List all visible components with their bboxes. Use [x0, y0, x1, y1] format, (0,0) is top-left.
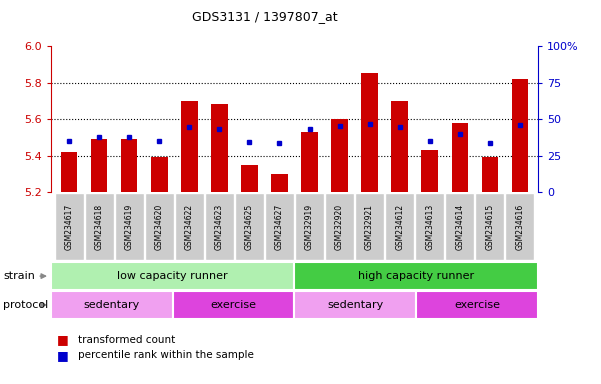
Text: GSM234618: GSM234618 — [95, 204, 103, 250]
Bar — [211, 104, 228, 192]
Text: GSM232919: GSM232919 — [305, 204, 314, 250]
FancyBboxPatch shape — [294, 291, 416, 319]
Bar — [361, 73, 378, 192]
FancyBboxPatch shape — [51, 262, 294, 290]
Text: GSM234614: GSM234614 — [456, 204, 464, 250]
Text: high capacity runner: high capacity runner — [358, 271, 474, 281]
Text: low capacity runner: low capacity runner — [117, 271, 228, 281]
Text: protocol: protocol — [3, 300, 48, 310]
Bar — [331, 119, 348, 192]
FancyBboxPatch shape — [475, 194, 504, 260]
FancyBboxPatch shape — [355, 194, 384, 260]
Text: GSM232920: GSM232920 — [335, 204, 344, 250]
FancyBboxPatch shape — [235, 194, 264, 260]
Text: ■: ■ — [57, 333, 69, 346]
FancyBboxPatch shape — [173, 291, 294, 319]
Bar — [271, 174, 288, 192]
Bar — [241, 165, 258, 192]
FancyBboxPatch shape — [415, 194, 444, 260]
Bar — [121, 139, 138, 192]
FancyBboxPatch shape — [51, 291, 173, 319]
FancyBboxPatch shape — [55, 194, 84, 260]
Text: strain: strain — [3, 271, 35, 281]
Bar — [511, 79, 528, 192]
Text: exercise: exercise — [454, 300, 500, 310]
Text: GSM234617: GSM234617 — [65, 204, 73, 250]
FancyBboxPatch shape — [295, 194, 324, 260]
Text: GSM234623: GSM234623 — [215, 204, 224, 250]
Bar — [301, 132, 318, 192]
Text: exercise: exercise — [210, 300, 257, 310]
FancyBboxPatch shape — [175, 194, 204, 260]
FancyBboxPatch shape — [115, 194, 144, 260]
Bar — [391, 101, 408, 192]
Text: GDS3131 / 1397807_at: GDS3131 / 1397807_at — [192, 10, 337, 23]
Bar — [151, 157, 168, 192]
Text: GSM234622: GSM234622 — [185, 204, 194, 250]
Text: GSM234619: GSM234619 — [125, 204, 133, 250]
FancyBboxPatch shape — [416, 291, 538, 319]
Text: transformed count: transformed count — [78, 335, 175, 345]
Text: sedentary: sedentary — [327, 300, 383, 310]
Text: GSM234620: GSM234620 — [155, 204, 163, 250]
FancyBboxPatch shape — [505, 194, 534, 260]
FancyBboxPatch shape — [385, 194, 414, 260]
Text: percentile rank within the sample: percentile rank within the sample — [78, 350, 254, 360]
FancyBboxPatch shape — [265, 194, 294, 260]
Text: GSM234625: GSM234625 — [245, 204, 254, 250]
FancyBboxPatch shape — [445, 194, 474, 260]
Bar — [61, 152, 78, 192]
Bar — [421, 150, 438, 192]
Bar — [481, 157, 498, 192]
Text: ■: ■ — [57, 349, 69, 362]
FancyBboxPatch shape — [85, 194, 114, 260]
Text: GSM234613: GSM234613 — [426, 204, 434, 250]
FancyBboxPatch shape — [294, 262, 538, 290]
Text: GSM234616: GSM234616 — [516, 204, 524, 250]
FancyBboxPatch shape — [205, 194, 234, 260]
FancyBboxPatch shape — [325, 194, 354, 260]
Text: GSM234627: GSM234627 — [275, 204, 284, 250]
FancyBboxPatch shape — [145, 194, 174, 260]
Bar — [181, 101, 198, 192]
Text: GSM232921: GSM232921 — [365, 204, 374, 250]
Text: sedentary: sedentary — [84, 300, 140, 310]
Bar — [91, 139, 108, 192]
Text: GSM234615: GSM234615 — [486, 204, 494, 250]
Text: GSM234612: GSM234612 — [395, 204, 404, 250]
Bar — [451, 123, 468, 192]
